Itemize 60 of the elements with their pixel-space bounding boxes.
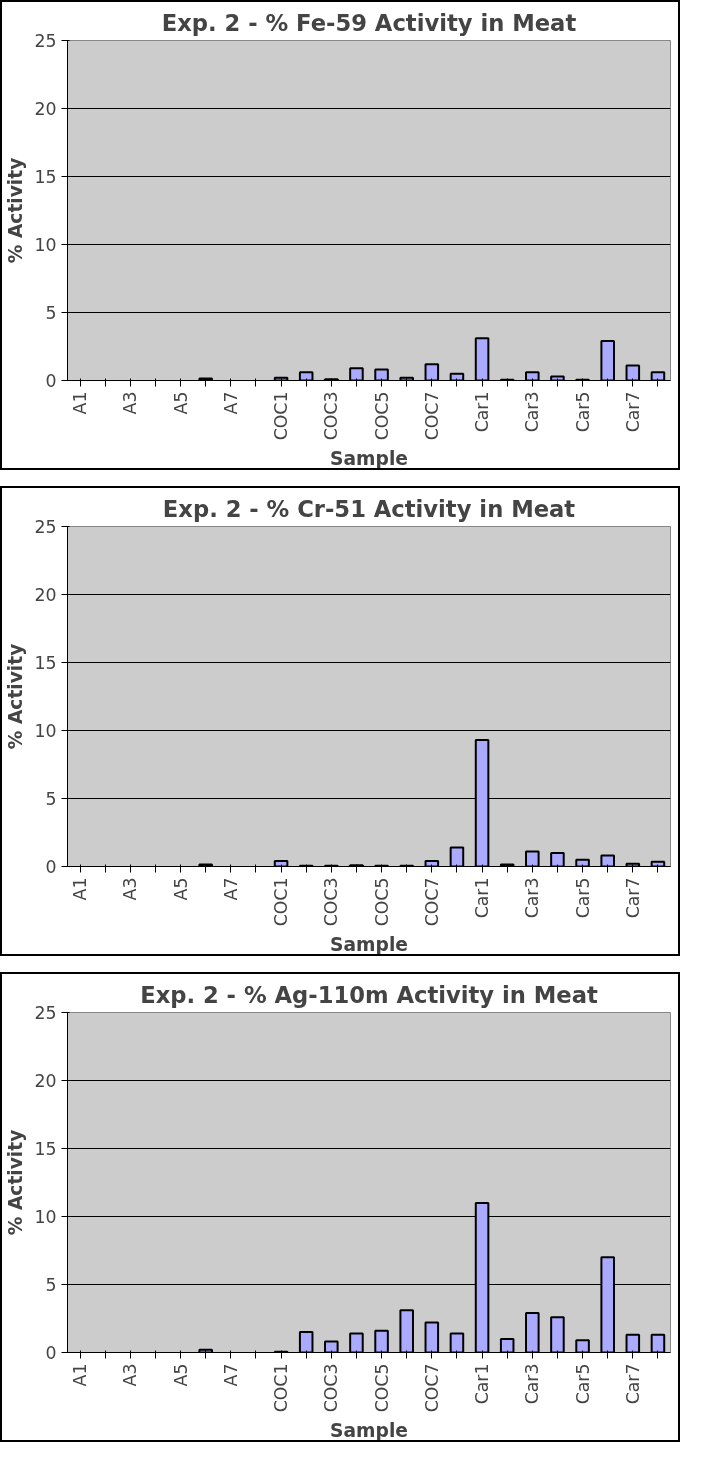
x-tick-label: COC1	[271, 1363, 292, 1413]
x-tick-label: COC3	[321, 877, 342, 927]
x-tick-label: A1	[70, 877, 91, 901]
y-tick-label: 15	[34, 1139, 57, 1159]
y-tick-label: 10	[34, 721, 57, 741]
x-tick-label: A7	[220, 391, 241, 415]
y-tick-label: 20	[34, 1071, 57, 1091]
x-tick-label: Car7	[622, 391, 643, 433]
x-tick-label: Car5	[572, 1363, 593, 1405]
x-tick-label: A3	[120, 877, 141, 901]
x-tick-label: Car3	[522, 391, 543, 433]
y-tick-label: 0	[45, 857, 57, 877]
x-tick-label: A3	[120, 391, 141, 415]
y-tick-label: 25	[34, 31, 57, 51]
y-tick-label: 5	[45, 303, 57, 323]
y-axis-title: % Activity	[5, 157, 27, 264]
x-tick-label: A3	[120, 1363, 141, 1387]
x-tick-label: COC3	[321, 1363, 342, 1413]
x-tick-label: Car1	[472, 1363, 493, 1405]
x-tick-label: A5	[170, 1363, 191, 1387]
x-tick-label: COC5	[371, 1363, 392, 1413]
y-tick-label: 0	[45, 1343, 57, 1363]
x-tick-label: Car5	[572, 877, 593, 919]
y-tick-label: 15	[34, 653, 57, 673]
y-tick-label: 25	[34, 517, 57, 537]
y-tick-label: 5	[45, 1275, 57, 1295]
x-tick-label: COC7	[421, 1363, 442, 1413]
x-tick-label: COC3	[321, 391, 342, 441]
x-tick-label: Car5	[572, 391, 593, 433]
x-tick-label: COC7	[421, 391, 442, 441]
chart-title: Exp. 2 - % Cr-51 Activity in Meat	[162, 495, 576, 522]
y-tick-label: 10	[34, 235, 57, 255]
x-tick-label: A5	[170, 391, 191, 415]
x-tick-label: COC5	[371, 391, 392, 441]
y-axis-title: % Activity	[5, 643, 27, 750]
y-tick-label: 0	[45, 371, 57, 391]
x-tick-label: A1	[70, 1363, 91, 1387]
x-tick-label: Car3	[522, 877, 543, 919]
y-tick-label: 25	[34, 1003, 57, 1023]
y-tick-label: 15	[34, 167, 57, 187]
x-tick-label: COC5	[371, 877, 392, 927]
y-tick-label: 20	[34, 99, 57, 119]
x-tick-label: COC7	[421, 877, 442, 927]
chart-title: Exp. 2 - % Fe-59 Activity in Meat	[161, 9, 577, 36]
x-tick-label: Car3	[522, 1363, 543, 1405]
x-tick-label: Car1	[472, 391, 493, 433]
x-tick-label: A7	[220, 877, 241, 901]
y-tick-label: 10	[34, 1207, 57, 1227]
x-tick-label: A5	[170, 877, 191, 901]
x-tick-label: COC1	[271, 877, 292, 927]
x-tick-label: A7	[220, 1363, 241, 1387]
x-tick-label: A1	[70, 391, 91, 415]
x-tick-label: Car7	[622, 877, 643, 919]
y-axis-title: % Activity	[5, 1129, 27, 1236]
y-tick-label: 5	[45, 789, 57, 809]
chart-title: Exp. 2 - % Ag-110m Activity in Meat	[140, 981, 599, 1008]
x-tick-label: Car1	[472, 877, 493, 919]
x-tick-label: Car7	[622, 1363, 643, 1405]
x-tick-label: COC1	[271, 391, 292, 441]
y-tick-label: 20	[34, 585, 57, 605]
